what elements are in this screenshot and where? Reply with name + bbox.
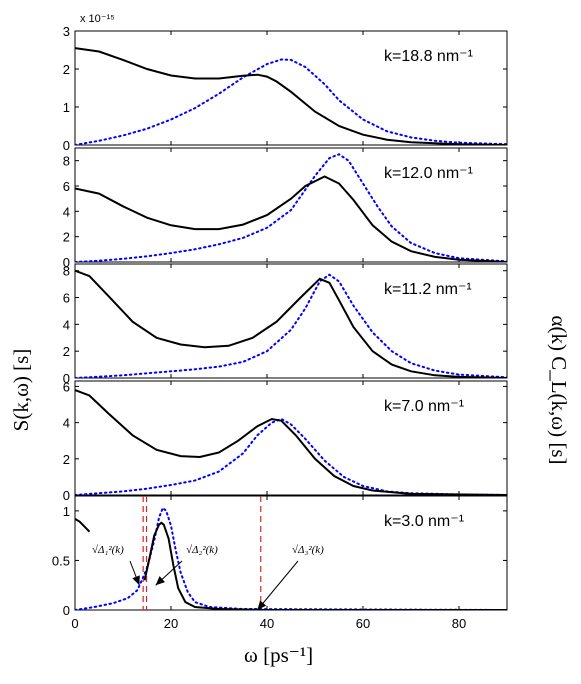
annotation-label: √Δ₁²(k): [92, 544, 124, 556]
y-tick-label: 0: [63, 138, 70, 153]
panel-label: k=11.2 nm⁻¹: [384, 281, 472, 298]
y-axis-title-left: S(k,ω) [s]: [9, 349, 33, 432]
x-tick-label: 60: [356, 616, 370, 631]
x-tick-label: 0: [71, 616, 78, 631]
panel-1: 0 1 2 3 k=18.8 nm⁻¹: [63, 24, 508, 153]
y-tick-label: 8: [63, 264, 70, 279]
y-tick-label: 4: [63, 416, 70, 431]
annotation-arrow: [257, 560, 299, 611]
y-tick-label: 4: [63, 204, 70, 219]
y-tick-label: 2: [63, 452, 70, 467]
y-tick-label: 2: [63, 344, 70, 359]
panel-series: [75, 153, 507, 262]
series-c-line: [75, 273, 507, 378]
x-axis-title: ω [ps⁻¹]: [244, 643, 313, 667]
series-s-line: [75, 389, 507, 495]
panel-label: k=3.0 nm⁻¹: [384, 513, 464, 530]
annotation-arrowhead: [155, 576, 165, 586]
panel-frame: [74, 147, 508, 263]
x-tick-label: 20: [164, 616, 178, 631]
panel-series: [75, 47, 507, 145]
scale-note: x 10⁻¹⁵: [80, 13, 115, 25]
y-tick-label: 0.5: [52, 553, 70, 568]
y-tick-label: 6: [63, 179, 70, 194]
y-tick-label: 0: [63, 255, 70, 270]
y-tick-label: 1: [63, 100, 70, 115]
series-c-line: [75, 58, 507, 145]
panel-series: [75, 506, 507, 610]
panel-4: 0 2 4 6 k=7.0 nm⁻¹: [63, 379, 508, 503]
annotation-arrowhead: [257, 600, 267, 610]
y-tick-label: 0: [63, 603, 70, 618]
series-s-line: [75, 47, 507, 145]
panel-series: [75, 389, 507, 495]
y-axis-title-right: α(k) C_L(k,ω) [s]: [547, 315, 571, 464]
y-tick-label: 3: [63, 24, 70, 39]
panel-3: 0 2 4 6 8 k=11.2 nm⁻¹: [63, 263, 508, 386]
y-tick-label: 4: [63, 317, 70, 332]
annotation-label: √Δ₃²(k): [292, 544, 324, 556]
y-tick-label: 8: [63, 154, 70, 169]
panel-label: k=12.0 nm⁻¹: [384, 165, 473, 182]
panel-5: 0 0.5 1 0 20 40 60 80 k=3.0 nm⁻¹ √Δ₁²(k) √Δ₂²(k) √Δ…: [52, 495, 508, 631]
series-s-line-segment: [143, 521, 507, 610]
y-tick-label: 2: [63, 62, 70, 77]
x-tick-label: 40: [260, 616, 274, 631]
y-tick-label: 0: [63, 488, 70, 503]
series-s-line: [75, 517, 91, 533]
panel-frame: [74, 380, 508, 496]
panel-label: k=7.0 nm⁻¹: [384, 398, 464, 415]
panel-frame: [74, 263, 508, 379]
panel-label: k=18.8 nm⁻¹: [384, 48, 473, 65]
panel-frame: [74, 30, 508, 146]
series-s-line: [75, 269, 507, 378]
y-tick-label: 6: [63, 379, 70, 394]
y-tick-label: 2: [63, 230, 70, 245]
y-tick-label: 1: [63, 504, 70, 519]
series-c-line: [75, 506, 507, 610]
y-tick-label: 6: [63, 291, 70, 306]
series-c-line: [75, 153, 507, 262]
annotation-label: √Δ₂²(k): [186, 544, 218, 556]
series-s-line: [75, 175, 507, 262]
x-tick-label: 80: [452, 616, 466, 631]
annotation-arrowhead: [132, 575, 140, 586]
panel-series: [75, 269, 507, 378]
y-tick-label: 0: [63, 371, 70, 386]
panel-2: 0 2 4 6 8 k=12.0 nm⁻¹: [63, 147, 508, 270]
